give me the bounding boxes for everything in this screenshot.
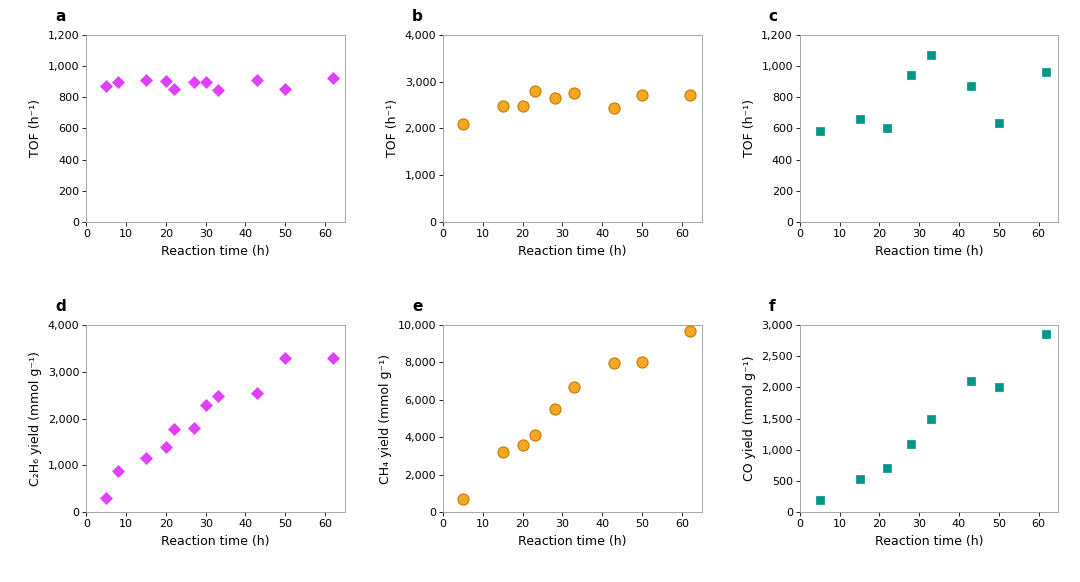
Text: f: f	[769, 299, 775, 314]
Text: b: b	[413, 9, 423, 24]
X-axis label: Reaction time (h): Reaction time (h)	[875, 244, 984, 258]
Y-axis label: C₂H₆ yield (mmol g⁻¹): C₂H₆ yield (mmol g⁻¹)	[29, 351, 42, 486]
Y-axis label: CO yield (mmol g⁻¹): CO yield (mmol g⁻¹)	[743, 356, 756, 481]
Text: d: d	[55, 299, 66, 314]
Y-axis label: TOF (h⁻¹): TOF (h⁻¹)	[743, 100, 756, 158]
Text: a: a	[55, 9, 66, 24]
X-axis label: Reaction time (h): Reaction time (h)	[875, 535, 984, 548]
Y-axis label: CH₄ yield (mmol g⁻¹): CH₄ yield (mmol g⁻¹)	[379, 354, 392, 484]
X-axis label: Reaction time (h): Reaction time (h)	[518, 244, 626, 258]
Text: c: c	[769, 9, 778, 24]
Y-axis label: TOF (h⁻¹): TOF (h⁻¹)	[29, 100, 42, 158]
X-axis label: Reaction time (h): Reaction time (h)	[161, 535, 270, 548]
X-axis label: Reaction time (h): Reaction time (h)	[518, 535, 626, 548]
Text: e: e	[413, 299, 422, 314]
X-axis label: Reaction time (h): Reaction time (h)	[161, 244, 270, 258]
Y-axis label: TOF (h⁻¹): TOF (h⁻¹)	[386, 100, 399, 158]
